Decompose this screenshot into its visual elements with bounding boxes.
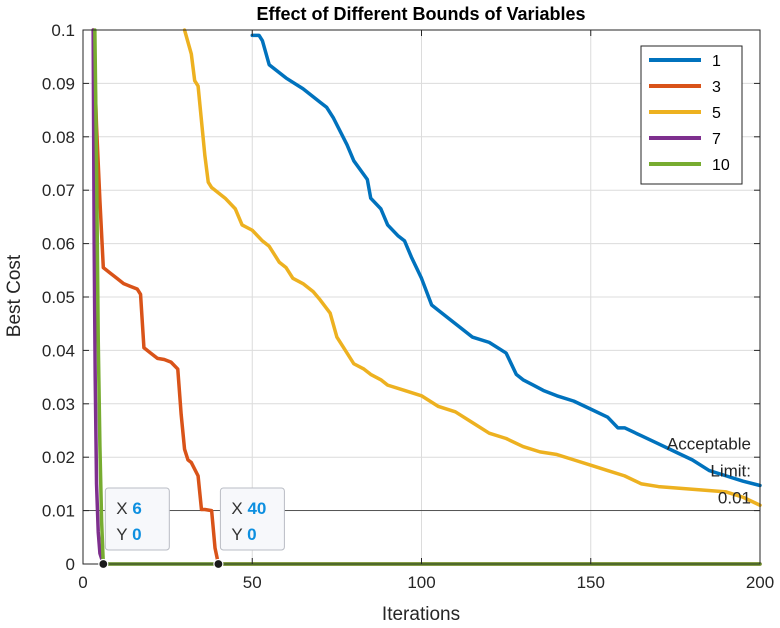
legend-label: 7 [712, 131, 721, 148]
legend-label: 3 [712, 79, 721, 96]
y-axis-label: Best Cost [4, 254, 25, 337]
y-tick-label: 0.1 [51, 21, 75, 40]
datatip-y-row: Y 0 [231, 525, 256, 544]
legend-label: 10 [712, 157, 730, 174]
legend[interactable]: 1 3 5 7 10 [640, 45, 743, 185]
y-tick-label: 0.09 [42, 74, 75, 93]
datatip-box [219, 487, 285, 551]
y-tick-label: 0.01 [42, 502, 75, 521]
datatip-x-row: X 6 [116, 499, 142, 518]
datatip-x-key: X [231, 499, 247, 518]
x-tick-label: 50 [243, 573, 262, 592]
x-tick-label: 200 [746, 573, 774, 592]
datatip-x-key: X [116, 499, 132, 518]
datatip-y-key: Y [116, 525, 132, 544]
datatips[interactable]: X 6Y 0X 40Y 0 [98, 487, 285, 570]
legend-item-3[interactable]: 3 [649, 79, 721, 96]
datatip-marker [213, 558, 224, 570]
datatip-x-value: 6 [132, 499, 141, 518]
acceptable-limit-annotation: Acceptable Limit: 0.01 [667, 435, 751, 508]
x-tick-label: 150 [577, 573, 605, 592]
datatip[interactable]: X 6Y 0 [98, 487, 170, 570]
axes [82, 29, 761, 565]
datatip[interactable]: X 40Y 0 [213, 487, 285, 570]
annotation-line: Limit: [710, 462, 751, 481]
y-tick-label: 0.05 [42, 288, 75, 307]
datatip-marker [98, 558, 109, 570]
datatip-y-key: Y [231, 525, 247, 544]
y-tick-label: 0.06 [42, 235, 75, 254]
datatip-y-value: 0 [132, 525, 141, 544]
series-lines [91, 28, 762, 566]
annotation-line: 0.01 [718, 489, 751, 508]
legend-item-5[interactable]: 5 [649, 105, 721, 122]
y-tick-label: 0.08 [42, 128, 75, 147]
chart-title: Effect of Different Bounds of Variables [256, 4, 585, 24]
legend-item-1[interactable]: 1 [649, 53, 721, 70]
y-tick-label: 0.02 [42, 448, 75, 467]
datatip-y-row: Y 0 [116, 525, 141, 544]
series-line-5 [182, 28, 762, 508]
legend-item-7[interactable]: 7 [649, 131, 721, 148]
series-line-1 [250, 33, 762, 488]
datatip-x-value: 40 [247, 499, 266, 518]
x-axis-label: Iterations [382, 604, 460, 625]
datatip-y-value: 0 [247, 525, 256, 544]
tick-labels: 0 50 100 150 20000.010.020.030.040.050.060.0… [42, 21, 774, 592]
y-tick-label: 0.03 [42, 395, 75, 414]
y-tick-label: 0 [66, 555, 75, 574]
y-tick-label: 0.04 [42, 341, 75, 360]
x-tick-label: 0 [78, 573, 87, 592]
datatip-box [104, 487, 170, 551]
legend-box [640, 45, 743, 185]
x-tick-label: 100 [407, 573, 435, 592]
annotation-line: Acceptable [667, 435, 751, 454]
legend-label: 1 [712, 53, 721, 70]
y-tick-label: 0.07 [42, 181, 75, 200]
legend-item-10[interactable]: 10 [649, 157, 730, 174]
legend-label: 5 [712, 105, 721, 122]
datatip-x-row: X 40 [231, 499, 266, 518]
series-line-3 [91, 28, 762, 566]
